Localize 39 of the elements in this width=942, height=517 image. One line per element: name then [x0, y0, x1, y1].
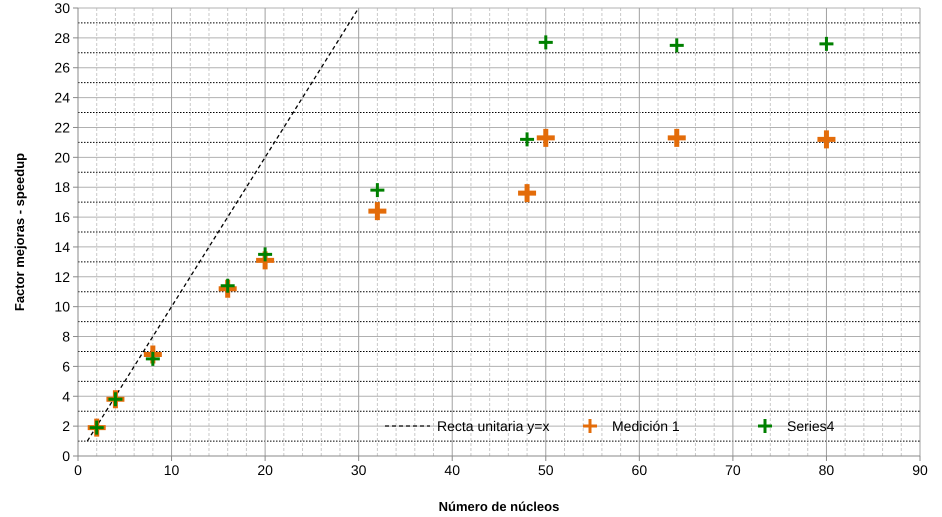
point	[818, 35, 835, 52]
y-tick-label: 22	[54, 119, 70, 136]
y-tick-label: 8	[62, 328, 70, 345]
y-tick-label: 2	[62, 418, 70, 434]
legend-label: Series4	[787, 418, 835, 434]
x-tick-label: 70	[725, 462, 741, 478]
legend-label: Recta unitaria y=x	[437, 418, 550, 434]
y-tick-label: 10	[54, 298, 70, 315]
x-tick-label: 50	[538, 462, 554, 478]
y-tick-label: 20	[54, 149, 70, 166]
y-tick-label: 30	[54, 0, 70, 16]
y-tick-label: 26	[54, 60, 70, 76]
x-tick-label: 90	[912, 462, 928, 478]
x-tick-label: 80	[818, 462, 834, 478]
y-tick-label: 0	[62, 448, 70, 464]
y-axis-title: Factor mejoras - speedup	[12, 152, 27, 312]
point	[144, 350, 162, 368]
point	[537, 34, 554, 51]
x-tick-label: 10	[164, 462, 180, 478]
x-tick-label: 30	[350, 462, 367, 478]
x-tick-label: 0	[74, 462, 82, 478]
y-tick-label: 14	[54, 238, 70, 255]
x-tick-label: 20	[257, 462, 274, 478]
point	[219, 277, 236, 294]
y-tick-label: 4	[62, 388, 70, 404]
y-tick-label: 16	[54, 209, 70, 226]
y-tick-label: 6	[62, 358, 70, 374]
point	[256, 246, 274, 263]
x-tick-label: 60	[632, 462, 648, 478]
y-tick-label: 28	[54, 30, 70, 46]
point	[518, 130, 536, 148]
point	[668, 36, 686, 54]
x-tick-label: 40	[444, 462, 460, 478]
x-axis-title: Número de núcleos	[438, 499, 560, 514]
legend-label: Medición 1	[612, 418, 680, 434]
y-tick-label: 24	[54, 90, 70, 106]
y-tick-label: 18	[54, 179, 70, 196]
point	[368, 182, 386, 199]
y-tick-label: 12	[54, 268, 70, 285]
